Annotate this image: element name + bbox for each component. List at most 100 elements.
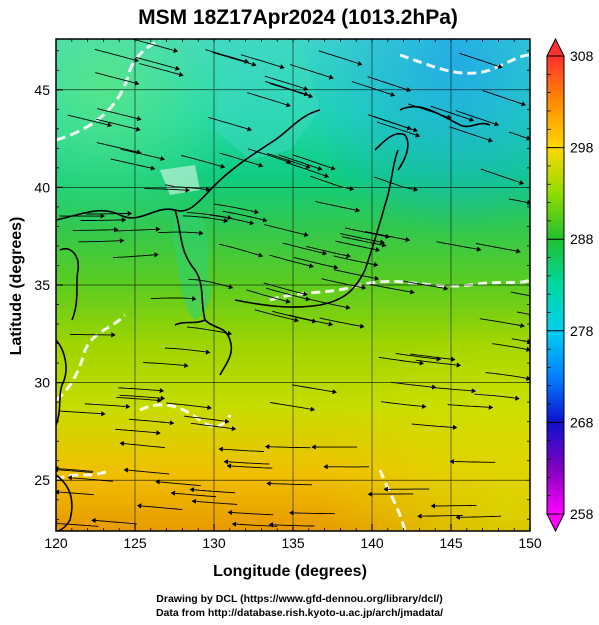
streamline-arrowhead (355, 207, 361, 213)
streamline-arrowhead (226, 463, 232, 469)
streamline (517, 311, 530, 315)
streamline (474, 393, 519, 400)
colorbar-label: 298 (570, 140, 594, 156)
streamline (267, 482, 312, 486)
streamline-arrowhead (231, 521, 237, 527)
colorbar-label: 308 (570, 48, 594, 64)
streamline (166, 402, 211, 409)
streamline-arrowhead (308, 263, 314, 269)
streamline-arrowhead (155, 226, 161, 232)
streamline (94, 48, 139, 62)
streamline-arrowhead (324, 173, 330, 179)
streamline-arrowhead (455, 514, 461, 520)
streamline-arrowhead (170, 490, 176, 496)
streamline (254, 309, 299, 322)
streamline (97, 108, 141, 120)
streamline (118, 387, 164, 392)
streamline (171, 492, 217, 498)
streamline (449, 126, 493, 142)
streamline-arrowhead (333, 264, 339, 270)
streamline-arrowhead (159, 388, 165, 394)
streamline-arrowhead (198, 230, 204, 236)
streamline (480, 168, 524, 185)
streamline-arrowhead (224, 418, 230, 424)
streamline-arrowhead (412, 127, 418, 133)
streamline-arrowhead (285, 298, 291, 304)
streamline (415, 359, 461, 366)
streamline-arrowhead (154, 252, 159, 258)
streamline-arrowhead (111, 332, 116, 338)
streamline-arrowhead (303, 291, 308, 297)
streamline-arrowhead (251, 61, 257, 67)
streamline-arrowhead (514, 395, 520, 401)
y-tick-label: 40 (34, 179, 50, 195)
streamline (459, 52, 503, 68)
streamline-arrowhead (357, 61, 363, 66)
streamline-arrowhead (520, 323, 525, 328)
x-tick-label: 145 (439, 535, 463, 551)
streamline (219, 243, 263, 257)
streamline-arrowhead (359, 323, 365, 329)
streamline-arrowhead (191, 498, 197, 504)
streamline-arrowhead (231, 426, 237, 432)
streamline-arrowhead (409, 289, 415, 295)
streamline (410, 353, 455, 361)
streamline (164, 347, 210, 353)
streamline (510, 291, 530, 297)
streamline (447, 404, 493, 409)
streamline (58, 491, 94, 496)
streamline (227, 465, 273, 469)
streamline (306, 245, 351, 257)
y-tick-label: 45 (34, 82, 50, 98)
streamline (84, 403, 130, 408)
streamline (351, 81, 395, 96)
streamline-arrowhead (223, 218, 229, 223)
streamline-arrowhead (121, 217, 127, 223)
streamline-arrowhead (279, 64, 285, 70)
streamline (133, 39, 178, 52)
streamline (456, 515, 502, 518)
streamline (219, 152, 263, 167)
streamline-arrowhead (173, 48, 179, 53)
streamline-arrowhead (185, 187, 190, 193)
streamline (119, 394, 165, 399)
streamline-arrowhead (311, 318, 317, 324)
streamline (455, 110, 499, 126)
lat-lon-grid (56, 39, 530, 531)
streamline (212, 52, 256, 66)
x-axis-label: Longitude (degrees) (213, 563, 367, 580)
streamline (269, 254, 314, 268)
streamline (113, 254, 158, 259)
streamline-arrowhead (413, 186, 419, 192)
streamline-arrowhead (56, 489, 60, 495)
streamline-arrowhead (494, 121, 499, 127)
streamline-arrowhead (207, 405, 212, 411)
streamline (376, 121, 420, 137)
streamline (224, 461, 270, 465)
streamline (315, 201, 360, 212)
streamline (290, 512, 335, 515)
streamline (120, 148, 165, 160)
streamline-arrowhead (450, 356, 456, 362)
colorbar-max-triangle (546, 37, 565, 57)
streamline (115, 428, 160, 434)
streamline-arrowhead (488, 404, 494, 410)
streamline (68, 477, 114, 482)
streamline (418, 514, 463, 517)
streamline-arrowhead (526, 346, 530, 352)
streamline (408, 103, 451, 119)
streamline-arrowhead (218, 446, 224, 452)
streamline-arrowhead (184, 363, 189, 368)
temperature-field (56, 39, 530, 531)
streamline-arrowhead (160, 395, 166, 401)
streamline-arrowhead (247, 126, 252, 132)
streamline (184, 415, 229, 423)
streamline-arrowhead (417, 513, 422, 519)
streamline-arrowhead (175, 65, 181, 71)
streamline-arrowhead (100, 411, 106, 417)
streamline-arrowhead (249, 220, 255, 226)
streamline (86, 212, 132, 215)
streamline (272, 310, 316, 323)
streamline (137, 505, 183, 511)
